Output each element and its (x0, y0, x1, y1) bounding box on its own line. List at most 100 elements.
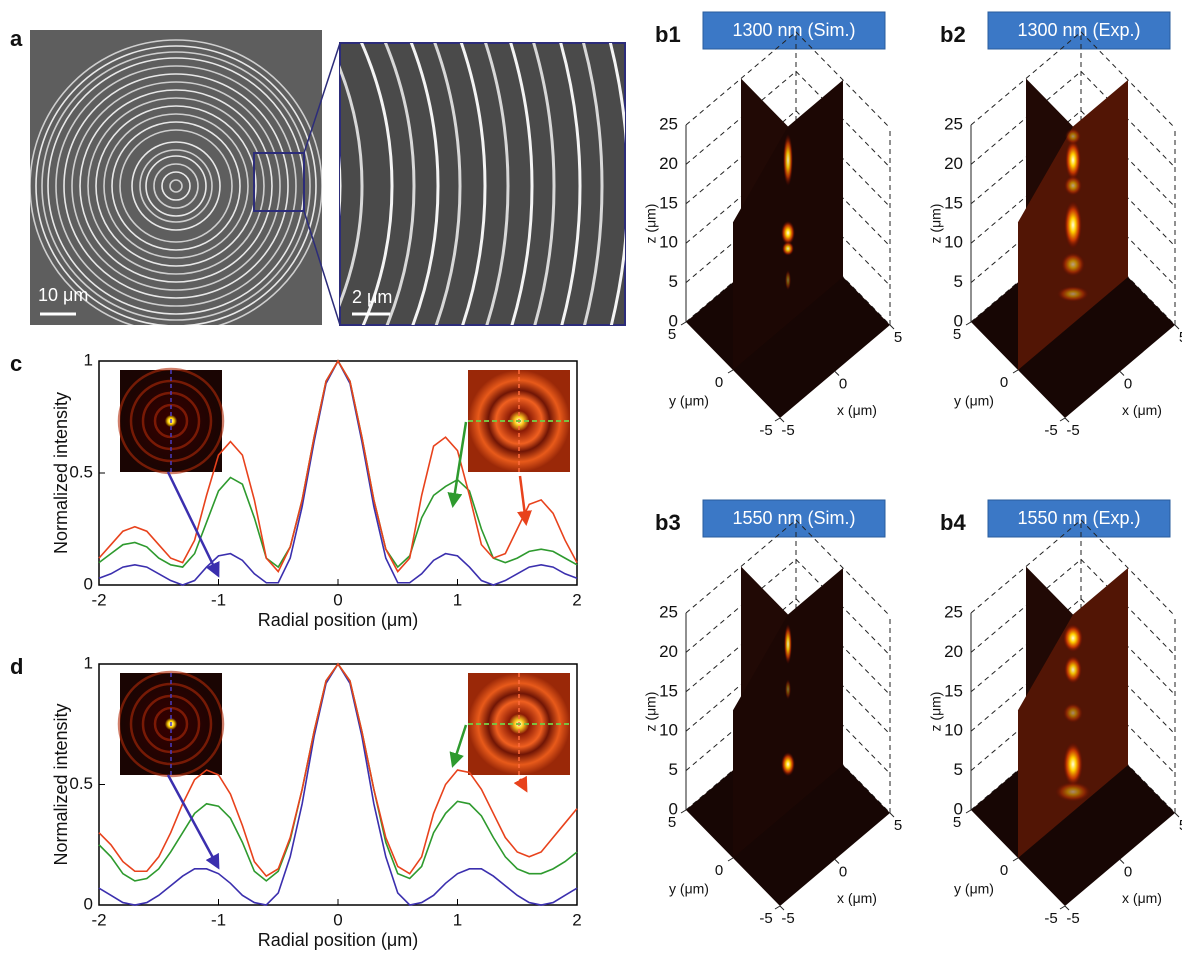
y-tick-label: 0 (715, 374, 723, 391)
intensity-spot (1063, 742, 1083, 787)
arrow (517, 475, 532, 526)
x-tick-label: 0 (1124, 863, 1132, 880)
x-tick (779, 417, 785, 423)
y-tick-label: 1 (84, 653, 93, 672)
intensity-spot (1063, 624, 1083, 653)
y-tick (774, 905, 781, 910)
x-tick-label: 0 (333, 590, 342, 609)
title-box (702, 11, 886, 50)
x-axis-label: x (μm) (1122, 890, 1162, 906)
z-tick-label: 10 (944, 721, 963, 740)
sem-rings (30, 39, 322, 325)
ring (532, 43, 556, 325)
x-axis-label: Radial position (μm) (258, 930, 418, 950)
x-tick-label: 2 (572, 590, 581, 609)
intensity-spot (782, 241, 794, 256)
intensity-spot (1055, 781, 1091, 802)
y-tick-label: -5 (1044, 422, 1057, 439)
y-tick (680, 809, 687, 814)
z-axis-label: z (μm) (928, 692, 944, 732)
ring (111, 121, 241, 251)
ring (139, 149, 213, 223)
panel-title: 1550 nm (Sim.) (732, 508, 855, 528)
x-tick (834, 859, 840, 864)
slice-plane (733, 568, 843, 858)
arrow (166, 774, 220, 870)
grid-line (685, 558, 891, 656)
z-tick-label: 0 (954, 311, 963, 330)
x-tick (834, 371, 840, 376)
panel-label: a (10, 26, 23, 51)
ring (35, 45, 317, 325)
z-tick-label: 15 (944, 681, 963, 700)
ring (79, 89, 273, 283)
intensity-spot (785, 679, 791, 700)
intensity-spot (1065, 128, 1081, 145)
grid-line (685, 31, 891, 129)
x-tick-label: 5 (1179, 817, 1182, 834)
x-tick-label: 0 (333, 910, 342, 929)
z-tick-label: 10 (659, 233, 678, 252)
z-tick-label: 20 (944, 642, 963, 661)
z-axis-label: z (μm) (643, 692, 659, 732)
z-tick-label: 15 (659, 193, 678, 212)
y-tick-label: 5 (668, 326, 676, 343)
z-tick-label: 25 (659, 114, 678, 133)
z-tick-label: 0 (669, 311, 678, 330)
y-tick (965, 809, 972, 814)
ring (131, 141, 221, 231)
y-axis-label: y (μm) (954, 393, 994, 409)
ring (119, 129, 233, 243)
intensity-spot (1064, 655, 1082, 684)
panel-label: b1 (655, 22, 681, 47)
y-tick (727, 369, 734, 374)
ring (340, 65, 364, 307)
x-tick (1119, 371, 1125, 376)
intensity-spot (1064, 201, 1082, 249)
x-tick-label: -1 (211, 910, 226, 929)
ring (459, 43, 487, 325)
x-axis-label: x (μm) (1122, 402, 1162, 418)
y-axis-label: Normalized intensity (51, 392, 71, 554)
data-line (98, 662, 578, 878)
z-tick-label: 20 (659, 154, 678, 173)
panel-title: 1300 nm (Sim.) (732, 20, 855, 40)
title-box (987, 11, 1171, 50)
ring (483, 43, 510, 325)
z-tick-label: 10 (944, 233, 963, 252)
y-tick-label: -5 (759, 910, 772, 927)
ring (169, 179, 183, 193)
z-tick-label: 25 (944, 602, 963, 621)
x-tick (1064, 905, 1070, 911)
zoom-line (303, 210, 341, 326)
z-tick-label: 5 (954, 760, 963, 779)
title-box (702, 499, 886, 538)
x-tick-label: -5 (1066, 910, 1079, 927)
z-tick-label: 20 (659, 642, 678, 661)
x-tick-label: 0 (839, 863, 847, 880)
zoom-line (303, 42, 341, 154)
ring (433, 43, 462, 325)
ring (161, 171, 191, 201)
x-tick (1174, 324, 1180, 330)
intensity-spot (781, 752, 795, 777)
y-tick (680, 321, 687, 326)
grid-line (970, 519, 1176, 617)
panel-title: 1550 nm (Exp.) (1017, 508, 1140, 528)
ring (30, 39, 322, 325)
intensity-spot (1063, 703, 1083, 723)
intensity-spot (781, 220, 795, 245)
y-tick-label: 0 (1000, 374, 1008, 391)
x-tick-label: -2 (91, 910, 106, 929)
z-tick-label: 5 (954, 272, 963, 291)
sem-zoom-image (339, 42, 626, 326)
intensity-spot (1061, 252, 1085, 277)
ring (103, 113, 249, 259)
ring (41, 51, 311, 321)
grid-line (970, 558, 1176, 656)
panel-label: b4 (940, 510, 966, 535)
intensity-spot (1057, 285, 1089, 302)
y-tick (1059, 905, 1066, 910)
